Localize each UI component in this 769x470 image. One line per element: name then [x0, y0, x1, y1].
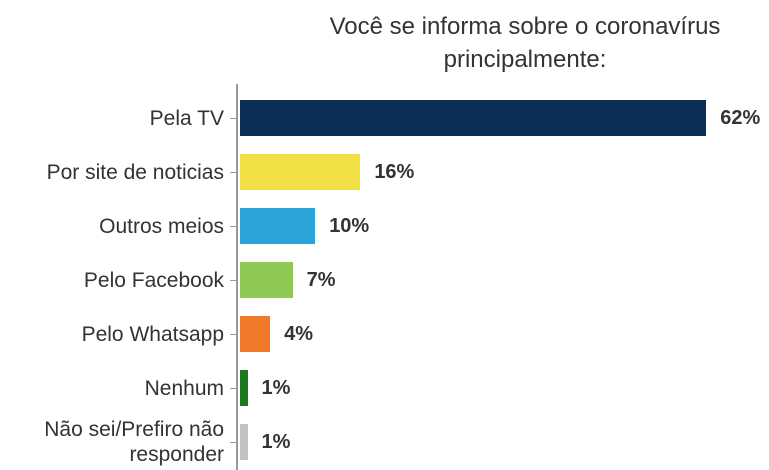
bar [240, 262, 293, 298]
axis-line [236, 84, 238, 470]
category-label: Não sei/Prefiro não responder [44, 418, 224, 466]
category-label: Pelo Whatsapp [81, 322, 224, 346]
category-label: Outros meios [99, 214, 224, 238]
category-label: Nenhum [144, 376, 224, 400]
category-label: Por site de noticias [46, 160, 224, 184]
value-label: 1% [261, 430, 291, 453]
bar [240, 154, 361, 190]
tick [230, 172, 237, 173]
tick [230, 280, 237, 281]
bar [240, 316, 271, 352]
value-label: 62% [720, 106, 761, 129]
chart-title: Você se informa sobre o coronavírus prin… [329, 13, 721, 73]
bar [240, 208, 316, 244]
tick [230, 388, 237, 389]
bar [240, 100, 707, 136]
value-label: 16% [374, 160, 415, 183]
tick [230, 442, 237, 443]
category-label: Pelo Facebook [83, 268, 224, 292]
tick [230, 226, 237, 227]
value-label: 1% [261, 376, 291, 399]
tick [230, 118, 237, 119]
category-label: Pela TV [149, 106, 224, 130]
bar [240, 424, 248, 460]
value-label: 7% [306, 268, 336, 291]
value-label: 4% [284, 322, 313, 345]
bar [240, 370, 248, 406]
value-label: 10% [329, 214, 370, 237]
tick [230, 334, 237, 335]
